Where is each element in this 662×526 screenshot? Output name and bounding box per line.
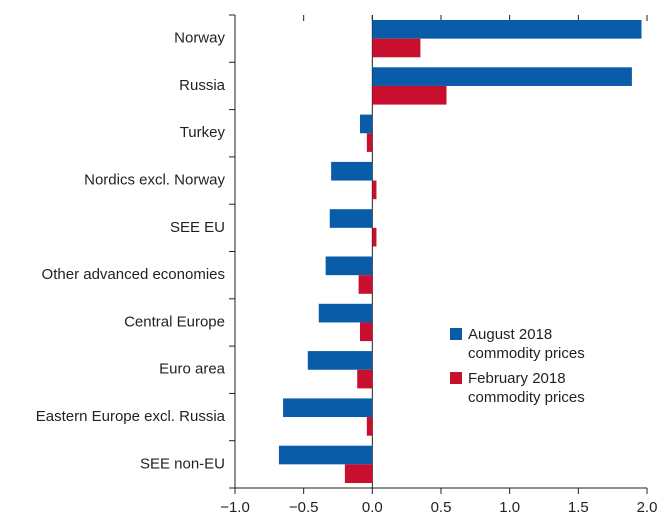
bar <box>372 67 632 86</box>
bar <box>318 303 373 323</box>
bar <box>372 180 377 200</box>
bar <box>329 209 373 228</box>
x-tick-label: 2.0 <box>637 499 658 516</box>
bar <box>344 464 373 483</box>
bar <box>331 161 373 181</box>
bar <box>372 38 421 58</box>
bar <box>283 398 373 418</box>
bar <box>372 20 642 39</box>
x-tick-label: 0.5 <box>431 499 452 516</box>
x-tick-label: 0.0 <box>362 499 383 516</box>
bar <box>278 445 373 465</box>
legend: August 2018 commodity prices February 201… <box>450 325 628 413</box>
category-label: Russia <box>179 77 226 94</box>
legend-swatch <box>450 372 462 384</box>
category-label: SEE EU <box>170 219 225 236</box>
bar <box>372 227 377 247</box>
legend-item: August 2018 commodity prices <box>450 325 628 363</box>
bar <box>366 417 373 436</box>
legend-label: February 2018 commodity prices <box>468 370 585 406</box>
category-label: SEE non-EU <box>140 455 225 472</box>
legend-item: February 2018 commodity prices <box>450 369 628 407</box>
bar <box>358 275 373 294</box>
x-tick-label: −0.5 <box>289 499 319 516</box>
x-tick-label: 1.0 <box>499 499 520 516</box>
category-label: Norway <box>174 30 225 47</box>
bar <box>325 256 373 276</box>
bar <box>359 322 373 342</box>
category-label: Turkey <box>180 124 226 141</box>
bar <box>372 85 447 105</box>
category-label: Nordics excl. Norway <box>84 172 225 189</box>
bar <box>366 133 373 152</box>
bar <box>359 114 373 134</box>
bar <box>357 369 373 389</box>
legend-label: August 2018 commodity prices <box>468 326 585 362</box>
category-label: Euro area <box>159 361 226 378</box>
x-tick-label: 1.5 <box>568 499 589 516</box>
category-label: Central Europe <box>124 313 225 330</box>
legend-swatch <box>450 328 462 340</box>
category-label: Eastern Europe excl. Russia <box>36 408 226 425</box>
category-label: Other advanced economies <box>42 266 225 283</box>
x-tick-label: −1.0 <box>220 499 250 516</box>
bar <box>307 351 373 370</box>
